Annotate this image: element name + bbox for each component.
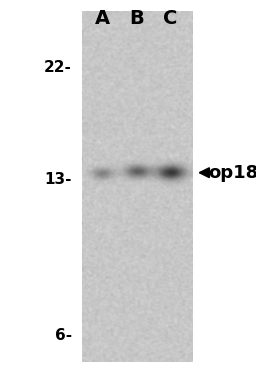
Text: C: C — [163, 9, 177, 28]
Text: 22-: 22- — [44, 60, 72, 75]
Text: A: A — [95, 9, 110, 28]
Text: B: B — [130, 9, 144, 28]
Text: op18: op18 — [209, 164, 256, 182]
Text: 13-: 13- — [44, 172, 72, 186]
Text: 6-: 6- — [55, 328, 72, 343]
